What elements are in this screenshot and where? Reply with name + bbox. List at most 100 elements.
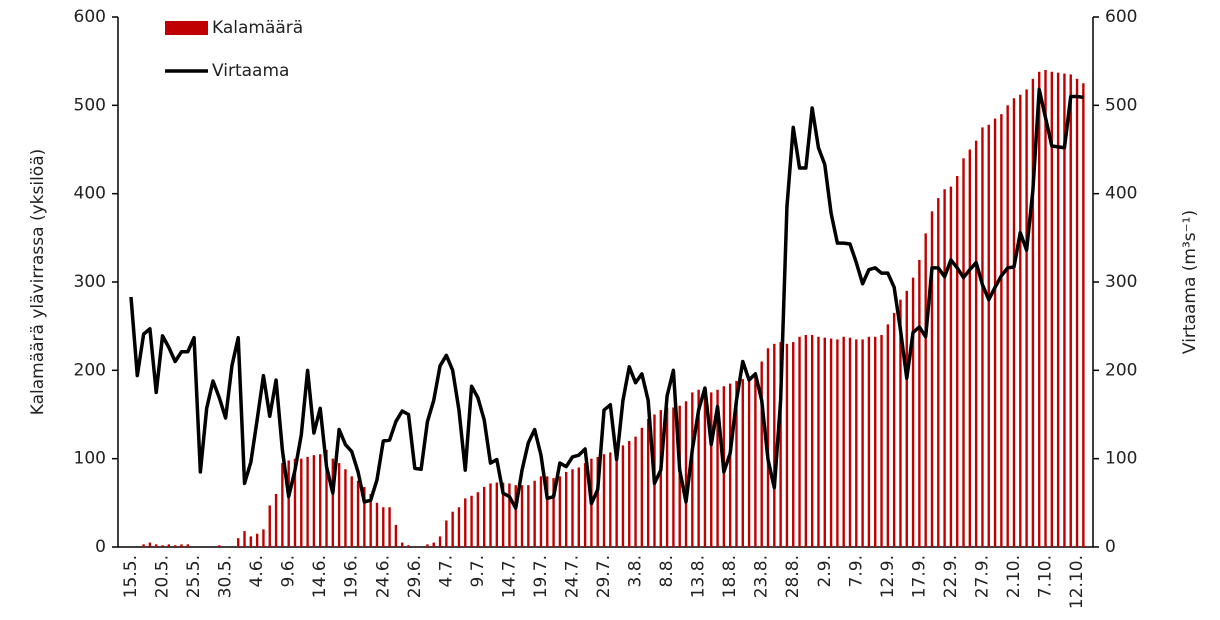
bar <box>382 507 385 547</box>
bar <box>880 335 883 547</box>
bar <box>609 452 612 547</box>
bar <box>249 536 253 547</box>
bar <box>779 342 782 547</box>
bar <box>173 545 177 547</box>
bar <box>539 476 543 547</box>
bar <box>1063 73 1066 548</box>
x-tick-label: 15.5. <box>121 555 141 598</box>
bar <box>350 476 353 547</box>
bar <box>495 482 499 547</box>
legend-label: Virtaama <box>212 61 289 81</box>
bar <box>930 211 934 548</box>
y2-tick-label: 0 <box>1105 537 1116 557</box>
x-tick-label: 3.8. <box>626 555 646 587</box>
bar <box>527 485 530 547</box>
x-tick-label: 2.9. <box>815 555 835 587</box>
y2-tick-label: 200 <box>1105 360 1137 380</box>
bar <box>886 324 890 547</box>
x-tick-label: 29.6. <box>405 555 425 598</box>
bar <box>735 380 738 547</box>
bar <box>1006 105 1009 547</box>
bar <box>798 336 801 547</box>
bar <box>741 379 744 547</box>
bar <box>218 545 221 547</box>
bar <box>300 458 303 547</box>
y-tick-label: 400 <box>74 184 106 204</box>
bar <box>981 127 984 548</box>
bar <box>628 441 631 547</box>
bar <box>892 312 896 547</box>
bar <box>237 538 240 547</box>
y2-tick-label: 100 <box>1105 449 1137 469</box>
bar <box>445 520 448 547</box>
bar <box>319 454 322 547</box>
bar <box>728 383 732 547</box>
bar <box>987 124 990 548</box>
y-tick-label: 300 <box>74 272 106 292</box>
x-tick-label: 24.7. <box>562 555 582 598</box>
bar <box>306 456 309 547</box>
bar <box>514 485 517 547</box>
bar <box>426 544 429 547</box>
bar <box>949 186 953 547</box>
bar <box>388 507 391 547</box>
bar <box>1025 89 1028 547</box>
x-tick-label: 4.6. <box>247 555 267 587</box>
y2-tick-label: 400 <box>1105 184 1137 204</box>
bar <box>432 542 435 547</box>
bar <box>293 458 297 547</box>
x-tick-label: 25.5. <box>184 555 204 598</box>
bar <box>1000 114 1003 548</box>
y2-tick-label: 500 <box>1105 95 1137 115</box>
legend-label: Kalamäärä <box>212 18 303 38</box>
bar <box>167 544 171 547</box>
y-tick-label: 600 <box>74 7 106 27</box>
bar <box>161 545 164 547</box>
x-tick-label: 2.10. <box>1004 555 1024 598</box>
bar <box>842 336 845 547</box>
x-tick-label: 9.7. <box>468 555 488 587</box>
bar <box>672 407 675 547</box>
y2-axis-label: Virtaama (m³s⁻¹) <box>1180 210 1200 354</box>
bar <box>470 495 473 547</box>
bar <box>810 335 814 547</box>
bar <box>1056 72 1060 548</box>
bar <box>861 339 864 547</box>
bar <box>760 361 763 547</box>
y-tick-label: 200 <box>74 360 106 380</box>
bar <box>1082 83 1085 547</box>
bar <box>489 483 492 547</box>
bar <box>331 458 335 547</box>
bar <box>325 449 328 547</box>
bar <box>344 469 347 547</box>
y-tick-label: 500 <box>74 95 106 115</box>
x-tick-label: 23.8. <box>752 555 772 598</box>
bar <box>287 460 290 547</box>
bar <box>943 189 946 547</box>
bar <box>312 455 316 547</box>
bar <box>464 498 467 547</box>
bar <box>747 377 751 547</box>
y-axis-label: Kalamäärä ylävirrassa (yksilöä) <box>28 149 48 416</box>
bar <box>476 492 480 547</box>
bar <box>899 299 902 547</box>
x-tick-label: 12.9. <box>878 555 898 598</box>
bar <box>792 342 795 547</box>
legend-swatch <box>165 21 208 35</box>
x-tick-label: 19.7. <box>531 555 551 598</box>
bar <box>1075 78 1079 547</box>
bar <box>962 158 965 548</box>
bar <box>457 507 461 547</box>
line <box>129 87 1084 510</box>
bar <box>558 476 562 547</box>
bar <box>564 471 568 547</box>
bar <box>274 494 278 547</box>
bar <box>356 480 360 547</box>
bar <box>659 410 662 547</box>
bar <box>552 478 555 547</box>
bar <box>785 343 789 547</box>
x-tick-label: 7.9. <box>846 555 866 587</box>
bar <box>394 524 398 547</box>
bar <box>1031 78 1035 547</box>
